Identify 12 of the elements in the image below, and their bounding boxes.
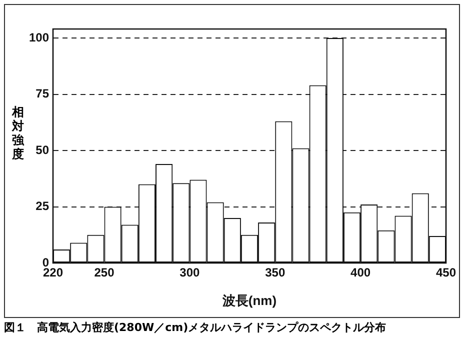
x-tick-label: 250 [94,266,115,280]
x-tick-label: 400 [350,266,371,280]
y-tick-label: 75 [36,86,50,101]
x-tick-label: 450 [436,266,456,280]
x-axis-title: 波長(nm) [221,292,277,308]
y-tick-label: 50 [36,142,50,157]
y-tick-label: 100 [28,30,50,44]
caption: 図１ 高電気入力密度(280W／cm)メタルハライドランプのスペクトル分布 [4,320,386,335]
x-tick-label: 350 [265,266,286,280]
y-axis-title: 相対強度 [11,105,25,161]
x-tick-label: 300 [180,266,200,280]
y-tick-label: 25 [36,199,50,214]
